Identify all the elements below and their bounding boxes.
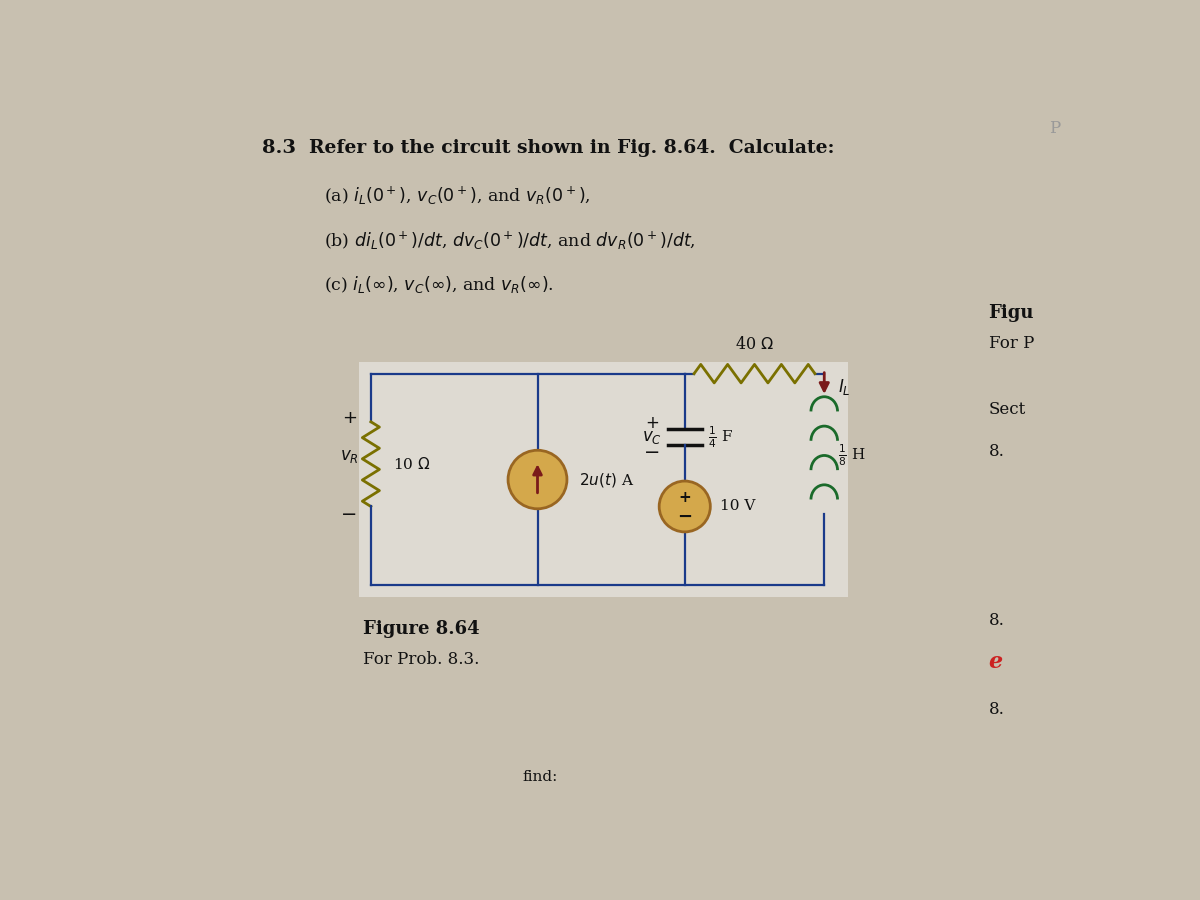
Text: 8.: 8. (989, 612, 1004, 629)
Text: +: + (646, 414, 659, 432)
Text: Figure 8.64: Figure 8.64 (364, 620, 480, 638)
Text: (a) $i_L(0^+)$, $v_C(0^+)$, and $v_R(0^+)$,: (a) $i_L(0^+)$, $v_C(0^+)$, and $v_R(0^+… (324, 185, 592, 207)
Text: $2u(t)$ A: $2u(t)$ A (578, 471, 634, 489)
Text: (c) $i_L(\infty)$, $v_C(\infty)$, and $v_R(\infty)$.: (c) $i_L(\infty)$, $v_C(\infty)$, and $v… (324, 274, 554, 294)
Text: e: e (989, 651, 1003, 673)
Text: $v_C$: $v_C$ (642, 428, 662, 446)
Text: −: − (644, 443, 660, 462)
Text: (b) $di_L(0^+)/dt$, $dv_C(0^+)/dt$, and $dv_R(0^+)/dt$,: (b) $di_L(0^+)/dt$, $dv_C(0^+)/dt$, and … (324, 230, 696, 252)
Text: +: + (678, 490, 691, 505)
Text: $\frac{1}{4}$ F: $\frac{1}{4}$ F (708, 425, 733, 450)
Text: −: − (677, 508, 692, 526)
Text: $I_L$: $I_L$ (838, 377, 851, 397)
Text: For P: For P (989, 335, 1034, 352)
Text: 8.: 8. (989, 701, 1004, 718)
Text: P: P (1049, 120, 1061, 137)
Text: +: + (342, 409, 356, 427)
Text: find:: find: (522, 770, 557, 784)
Text: Figu: Figu (989, 304, 1034, 322)
Circle shape (508, 450, 566, 508)
Text: Refer to the circuit shown in Fig. 8.64.  Calculate:: Refer to the circuit shown in Fig. 8.64.… (308, 139, 834, 157)
Text: Sect: Sect (989, 400, 1026, 418)
Text: 10 V: 10 V (720, 500, 755, 514)
Text: 10 $\Omega$: 10 $\Omega$ (392, 456, 430, 472)
Text: 8.3: 8.3 (263, 139, 296, 157)
Text: 40 $\Omega$: 40 $\Omega$ (734, 336, 774, 353)
Text: $\frac{1}{8}$ H: $\frac{1}{8}$ H (838, 443, 866, 468)
Text: −: − (341, 505, 358, 524)
Text: 8.: 8. (989, 443, 1004, 460)
Text: $v_R$: $v_R$ (340, 448, 359, 465)
Text: For Prob. 8.3.: For Prob. 8.3. (364, 651, 480, 668)
Bar (359, 362, 847, 597)
Circle shape (659, 482, 710, 532)
